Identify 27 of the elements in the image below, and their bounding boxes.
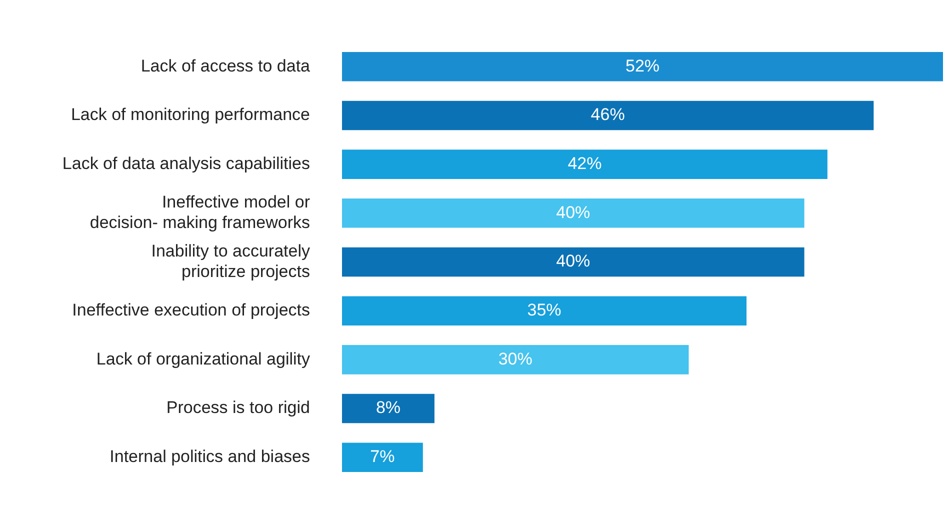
y-tick-label: Lack of access to data	[140, 56, 311, 76]
y-tick-label: Ineffective model or decision- making frameworks	[90, 192, 310, 232]
data-label: 30%	[498, 349, 532, 368]
data-label: 35%	[527, 300, 562, 320]
bar	[342, 394, 434, 424]
bar	[342, 296, 747, 326]
data-label: 40%	[556, 202, 590, 222]
data-label: 46%	[590, 105, 625, 124]
y-tick-label: Ineffective execution of projects	[72, 300, 310, 320]
y-tick-label: Internal politics and biases	[110, 447, 310, 466]
data-label: 52%	[625, 56, 660, 76]
y-tick-label: Lack of monitoring performance	[70, 105, 310, 124]
data-label: 40%	[556, 252, 590, 271]
bar	[342, 150, 828, 179]
y-tick-label: Inability to accurately prioritize projects	[151, 241, 310, 281]
y-tick-label: Lack of data analysis capabilities	[62, 154, 310, 173]
y-tick-label: Process is too rigid	[166, 398, 310, 418]
data-label: 7%	[370, 447, 395, 466]
data-label: 8%	[376, 398, 401, 418]
bar	[342, 247, 804, 277]
bar	[342, 442, 423, 472]
data-label: 42%	[568, 154, 602, 173]
bar	[342, 100, 874, 130]
bar	[342, 198, 804, 228]
y-tick-label: Lack of organizational agility	[96, 349, 310, 368]
bar	[342, 345, 689, 374]
bar	[342, 52, 943, 82]
